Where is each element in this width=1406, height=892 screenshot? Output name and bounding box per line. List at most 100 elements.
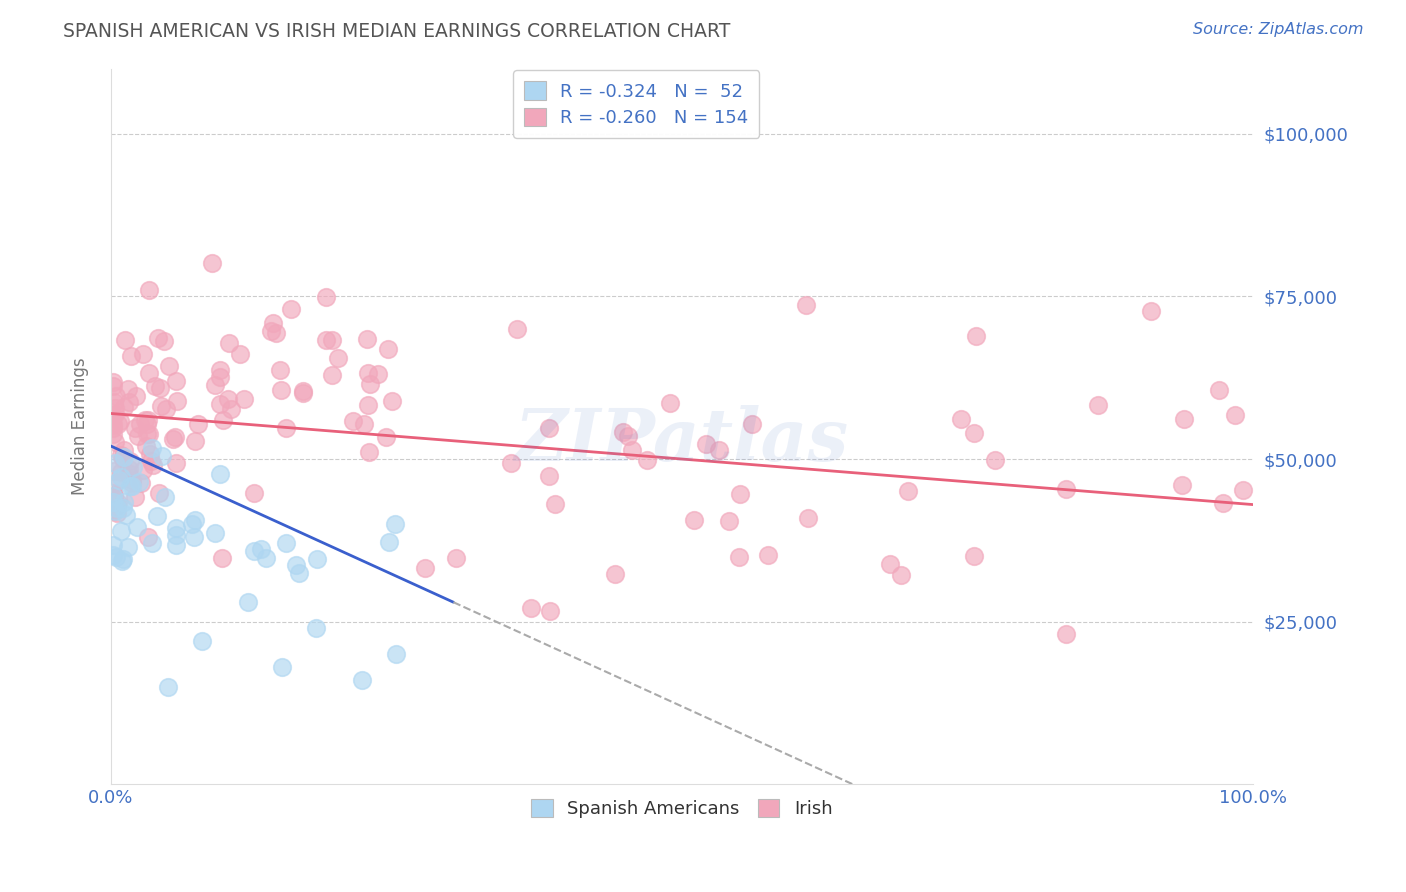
Point	[242, 544, 264, 558]
Point	[142, 458, 165, 472]
Point	[356, 332, 378, 346]
Point	[209, 467, 232, 481]
Point	[254, 550, 277, 565]
Point	[249, 541, 271, 556]
Point	[104, 401, 127, 415]
Point	[962, 425, 984, 440]
Point	[162, 432, 184, 446]
Point	[381, 393, 404, 408]
Point	[1232, 483, 1254, 498]
Point	[165, 538, 187, 552]
Point	[377, 342, 399, 356]
Point	[728, 487, 751, 501]
Point	[112, 451, 135, 466]
Point	[201, 256, 224, 270]
Point	[658, 395, 681, 409]
Point	[114, 333, 136, 347]
Point	[537, 469, 560, 483]
Point	[1212, 496, 1234, 510]
Point	[209, 397, 232, 411]
Point	[117, 394, 139, 409]
Point	[413, 560, 436, 574]
Point	[218, 336, 240, 351]
Point	[357, 398, 380, 412]
Point	[321, 333, 343, 347]
Point	[101, 548, 124, 562]
Point	[211, 413, 233, 427]
Point	[103, 504, 125, 518]
Point	[132, 463, 155, 477]
Point	[103, 464, 125, 478]
Point	[105, 507, 128, 521]
Point	[890, 567, 912, 582]
Point	[204, 525, 226, 540]
Point	[233, 392, 256, 406]
Point	[105, 498, 128, 512]
Point	[110, 524, 132, 538]
Point	[101, 488, 124, 502]
Point	[155, 401, 177, 416]
Point	[101, 417, 124, 432]
Point	[112, 450, 135, 464]
Point	[103, 488, 125, 502]
Point	[357, 445, 380, 459]
Point	[138, 531, 160, 545]
Point	[384, 516, 406, 531]
Point	[148, 486, 170, 500]
Point	[353, 417, 375, 432]
Point	[728, 550, 751, 565]
Point	[105, 500, 128, 515]
Point	[236, 595, 259, 609]
Point	[305, 621, 328, 635]
Point	[284, 558, 307, 573]
Point	[262, 317, 284, 331]
Point	[707, 442, 730, 457]
Point	[124, 490, 146, 504]
Point	[143, 378, 166, 392]
Point	[636, 452, 658, 467]
Point	[165, 521, 187, 535]
Point	[112, 442, 135, 457]
Point	[271, 660, 294, 674]
Point	[612, 425, 634, 440]
Point	[264, 326, 287, 340]
Point	[141, 442, 163, 456]
Point	[101, 489, 124, 503]
Point	[105, 549, 128, 564]
Point	[544, 498, 567, 512]
Point	[191, 634, 214, 648]
Point	[291, 384, 314, 398]
Point	[132, 347, 155, 361]
Point	[184, 513, 207, 527]
Point	[1140, 303, 1163, 318]
Point	[138, 412, 160, 426]
Point	[359, 377, 381, 392]
Point	[165, 375, 187, 389]
Point	[794, 298, 817, 312]
Point	[125, 520, 148, 534]
Point	[136, 417, 159, 432]
Point	[118, 462, 141, 476]
Point	[101, 379, 124, 393]
Point	[101, 486, 124, 500]
Point	[165, 430, 187, 444]
Point	[758, 548, 780, 562]
Point	[342, 414, 364, 428]
Point	[499, 456, 522, 470]
Point	[166, 393, 188, 408]
Point	[139, 454, 162, 468]
Point	[1054, 483, 1077, 497]
Point	[104, 456, 127, 470]
Point	[270, 383, 292, 397]
Point	[288, 566, 311, 581]
Point	[121, 473, 143, 487]
Point	[110, 470, 132, 484]
Point	[138, 427, 160, 442]
Y-axis label: Median Earnings: Median Earnings	[72, 358, 89, 495]
Point	[146, 331, 169, 345]
Point	[292, 385, 315, 400]
Point	[444, 550, 467, 565]
Point	[104, 435, 127, 450]
Point	[949, 412, 972, 426]
Point	[375, 429, 398, 443]
